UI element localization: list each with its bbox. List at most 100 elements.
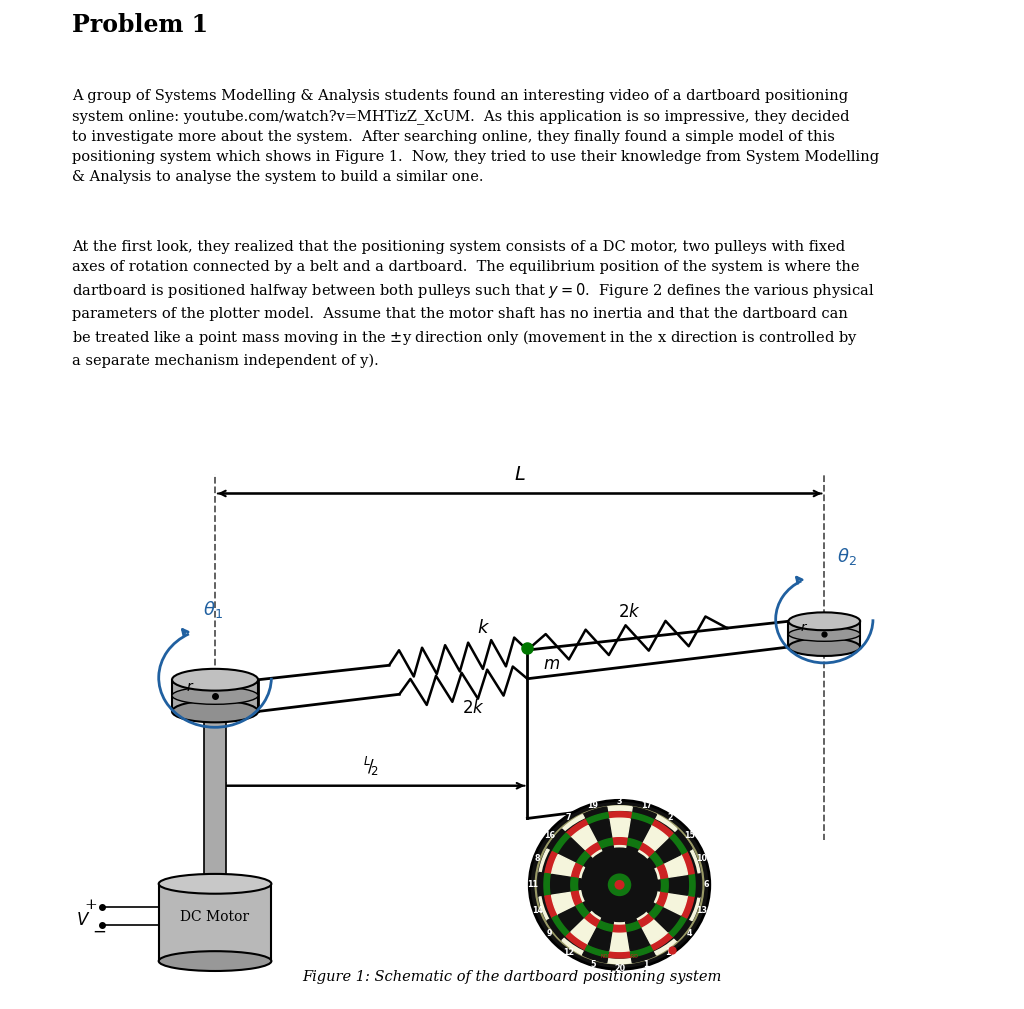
Polygon shape [681,852,694,875]
Polygon shape [620,885,656,963]
Text: 9: 9 [547,929,552,938]
Polygon shape [607,885,632,964]
Polygon shape [607,811,632,819]
Polygon shape [651,932,673,949]
Polygon shape [620,885,677,955]
Polygon shape [651,819,673,837]
Polygon shape [539,885,620,920]
Text: 18: 18 [665,948,676,957]
Text: $V$: $V$ [76,912,90,929]
Polygon shape [620,885,700,920]
Polygon shape [612,837,627,845]
Polygon shape [538,873,620,897]
Text: 4: 4 [687,929,692,938]
Polygon shape [631,812,654,825]
Polygon shape [566,932,588,949]
Polygon shape [552,915,570,936]
Text: 3: 3 [616,797,623,805]
Polygon shape [657,864,668,879]
Ellipse shape [788,638,860,656]
Text: 14: 14 [531,906,543,915]
Polygon shape [547,829,620,885]
Polygon shape [570,911,602,944]
Polygon shape [562,885,620,955]
Text: 10: 10 [696,855,708,864]
Polygon shape [687,874,695,896]
Polygon shape [585,944,608,957]
Polygon shape [607,806,632,885]
Polygon shape [620,873,701,897]
Polygon shape [552,891,585,915]
Text: $\theta_1$: $\theta_1$ [203,599,222,621]
Ellipse shape [172,700,258,722]
Polygon shape [620,849,700,885]
Text: $k$: $k$ [477,620,489,637]
Polygon shape [654,855,687,879]
Polygon shape [570,825,602,859]
Text: $^L\!/\!_2$: $^L\!/\!_2$ [364,755,379,778]
Ellipse shape [788,612,860,631]
Polygon shape [551,875,582,895]
Polygon shape [545,852,558,875]
Polygon shape [649,903,663,918]
Polygon shape [571,891,582,906]
Polygon shape [639,913,654,927]
Polygon shape [562,814,620,885]
Polygon shape [597,921,613,931]
Text: 12: 12 [563,948,574,957]
Text: 2: 2 [668,812,673,821]
Polygon shape [647,902,681,932]
Polygon shape [631,944,654,957]
Polygon shape [626,819,651,852]
Polygon shape [620,807,656,885]
Polygon shape [544,874,552,896]
Polygon shape [566,819,588,837]
Polygon shape [558,837,592,868]
Polygon shape [588,918,613,950]
Polygon shape [552,833,570,855]
Polygon shape [657,875,688,895]
Polygon shape [585,913,600,927]
Polygon shape [588,819,613,852]
Ellipse shape [159,874,271,894]
Polygon shape [539,849,620,885]
Text: $\theta_2$: $\theta_2$ [837,546,856,567]
Text: $2k$: $2k$ [462,699,484,717]
Text: 19: 19 [588,801,598,810]
Polygon shape [649,852,663,867]
Polygon shape [570,878,579,892]
Text: 17: 17 [641,801,651,810]
Polygon shape [204,713,226,878]
Ellipse shape [159,951,271,971]
Polygon shape [654,891,687,915]
Polygon shape [660,878,669,892]
Polygon shape [571,864,582,879]
Polygon shape [647,837,681,868]
Text: 15: 15 [684,831,695,840]
Text: 6: 6 [703,880,709,889]
Ellipse shape [536,806,703,964]
Polygon shape [547,885,620,940]
Polygon shape [620,814,677,885]
Text: $-$: $-$ [92,923,106,939]
Polygon shape [577,903,590,918]
Text: DC Motor: DC Motor [180,910,250,924]
Polygon shape [597,838,613,849]
Text: 5: 5 [590,960,596,969]
Ellipse shape [788,627,860,642]
Polygon shape [657,891,668,906]
Polygon shape [620,829,692,885]
Polygon shape [558,902,592,932]
Polygon shape [637,825,669,859]
Text: 1: 1 [643,960,649,969]
Ellipse shape [529,800,710,970]
Polygon shape [620,885,692,940]
Polygon shape [626,921,642,931]
Text: 20: 20 [614,964,625,973]
Ellipse shape [608,874,631,896]
Text: 13: 13 [696,906,708,915]
Text: 8: 8 [535,855,540,864]
Text: $L$: $L$ [514,465,525,483]
Polygon shape [545,895,558,918]
Text: $r$: $r$ [800,622,808,634]
